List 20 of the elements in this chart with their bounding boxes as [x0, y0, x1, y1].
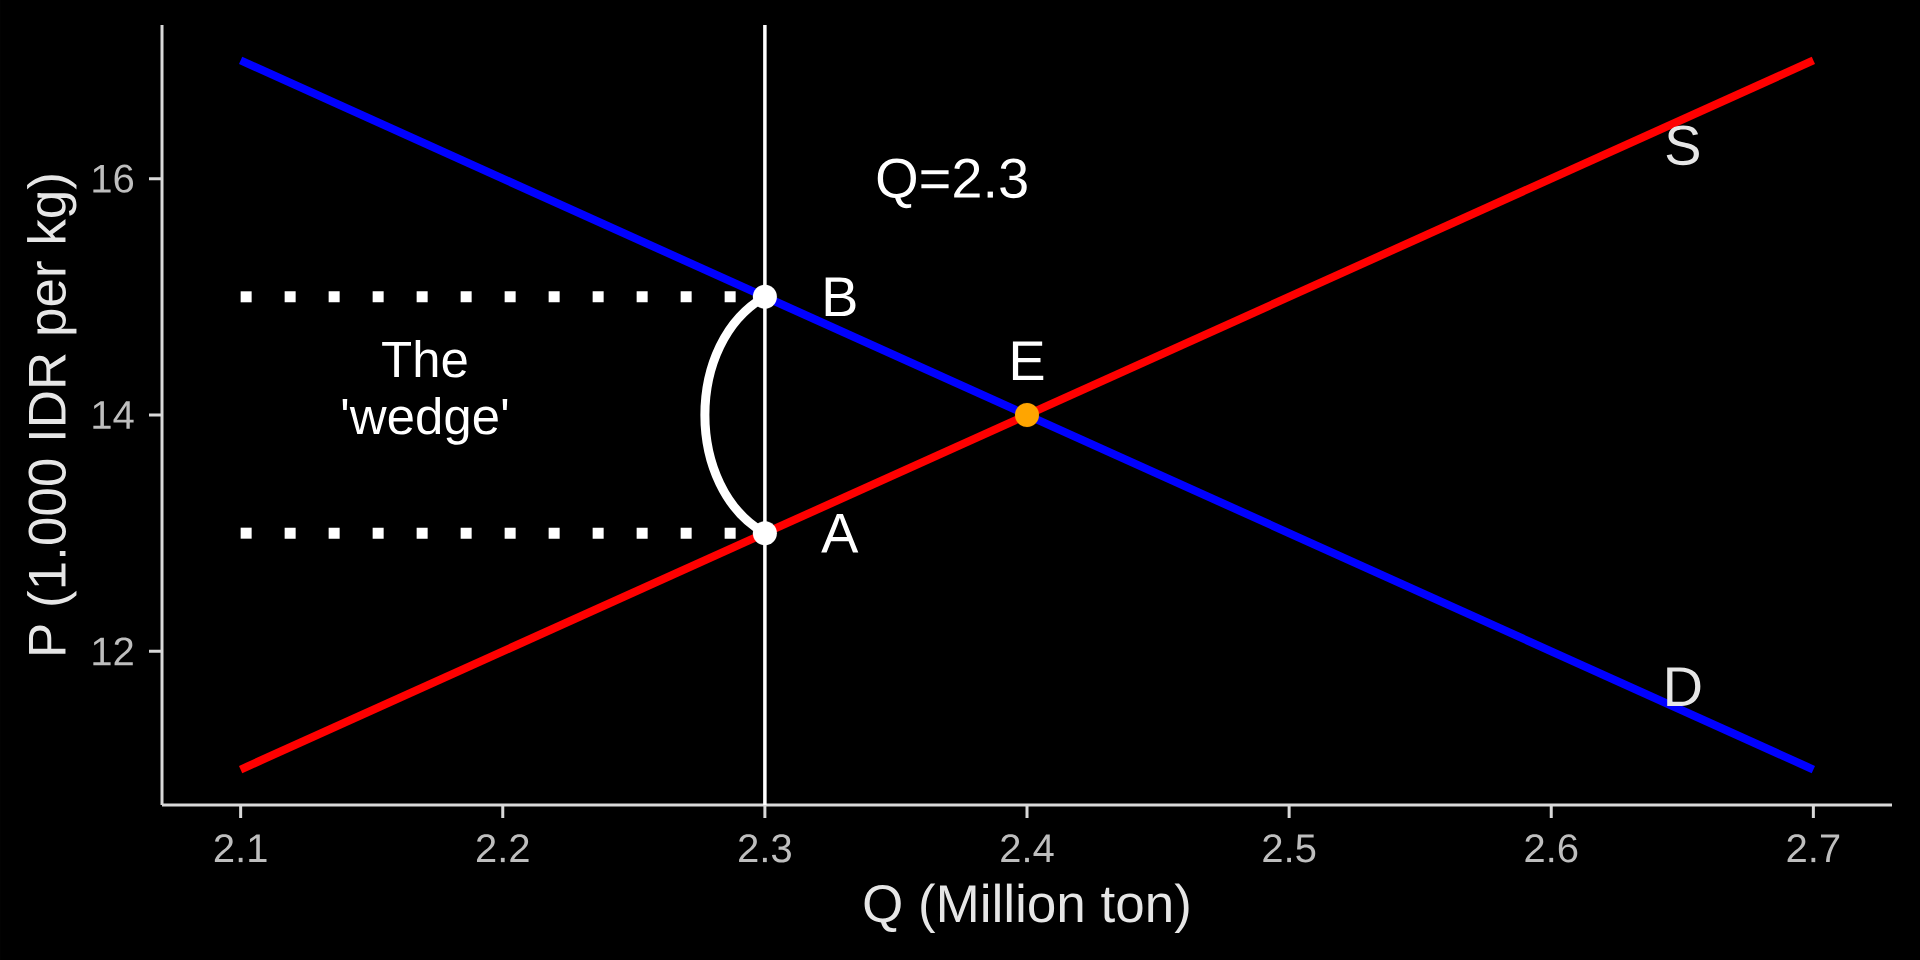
data-label: E [1012, 341, 1044, 380]
series-label: S [1666, 125, 1699, 166]
y-tick-label: 16 [93, 164, 134, 193]
data-label: A [821, 513, 859, 553]
y-axis-title: P (1.000 IDR per kg) [27, 175, 77, 654]
x-tick-label: 2.2 [476, 834, 529, 863]
x-tick-label: 2.6 [1525, 834, 1578, 863]
x-tick-label: 2.7 [1787, 834, 1840, 863]
series-label: D [1667, 667, 1701, 706]
x-tick-label: 2.1 [214, 834, 267, 863]
x-tick-label: 2.3 [739, 834, 791, 863]
ref-line-label: Q=2.3 [877, 158, 1027, 209]
x-tick-label: 2.4 [1001, 834, 1054, 863]
data-label: B [825, 277, 856, 317]
x-tick-label: 2.5 [1263, 834, 1316, 863]
point [1014, 402, 1040, 428]
x-axis-title: Q (Million ton) [864, 883, 1189, 933]
annotation: The 'wedge' [342, 340, 508, 445]
y-tick-label: 12 [93, 637, 133, 666]
y-tick-label: 14 [93, 401, 134, 429]
